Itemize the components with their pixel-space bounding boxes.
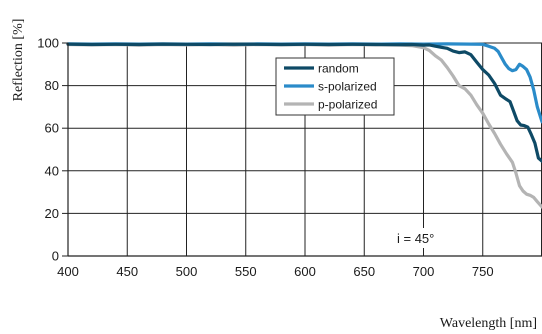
axes [62, 42, 542, 257]
y-tick-label: 20 [45, 206, 59, 221]
legend-label-p-polarized: p-polarized [318, 98, 377, 112]
x-tick-label: 500 [176, 264, 198, 279]
annotation-background [392, 228, 462, 248]
y-axis-title: Reflection [%] [11, 19, 26, 102]
y-tick-label: 80 [45, 78, 59, 93]
y-tick-label: 60 [45, 121, 59, 136]
series-lines [66, 42, 542, 209]
x-tick-label: 650 [353, 264, 375, 279]
angle-annotation: i = 45° [392, 228, 462, 248]
tick-labels: 400 450 500 550 600 650 700 750 0 20 40 60 80 100 [37, 36, 493, 280]
x-tick-label: 600 [294, 264, 316, 279]
y-tick-label: 40 [45, 163, 59, 178]
legend-label-random: random [318, 62, 359, 76]
x-tick-label: 400 [57, 264, 79, 279]
x-tick-label: 700 [413, 264, 435, 279]
legend-label-s-polarized: s-polarized [318, 80, 377, 94]
angle-annotation-label: i = 45° [397, 231, 434, 246]
x-tick-label: 450 [116, 264, 138, 279]
y-tick-label: 0 [52, 249, 59, 264]
x-tick-label: 550 [235, 264, 257, 279]
y-tick-label: 100 [37, 36, 59, 51]
x-axis-title: Wavelength [nm] [440, 316, 537, 331]
series-line-random [66, 42, 542, 163]
x-tick-label: 750 [472, 264, 494, 279]
legend: random s-polarized p-polarized [275, 57, 395, 116]
